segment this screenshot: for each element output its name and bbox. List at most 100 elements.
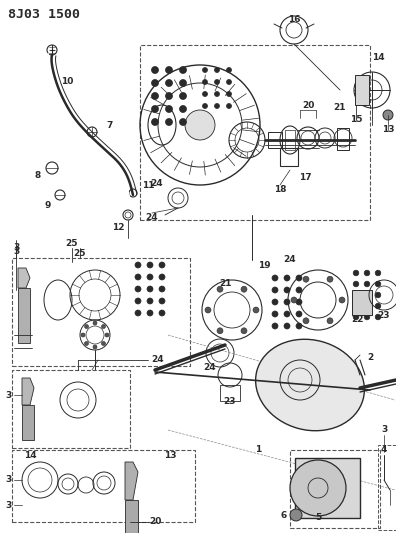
Text: 16: 16: [288, 15, 300, 25]
Circle shape: [217, 328, 223, 334]
Circle shape: [159, 298, 165, 304]
Circle shape: [179, 67, 187, 74]
Text: 8: 8: [35, 171, 41, 180]
Polygon shape: [18, 268, 30, 288]
Circle shape: [135, 286, 141, 292]
Circle shape: [290, 509, 302, 521]
Circle shape: [166, 79, 173, 86]
Circle shape: [272, 275, 278, 281]
Circle shape: [375, 281, 381, 287]
Circle shape: [152, 67, 158, 74]
Text: 24: 24: [284, 255, 296, 264]
Circle shape: [202, 68, 208, 72]
Polygon shape: [125, 462, 138, 500]
Bar: [22, 405, 34, 440]
Circle shape: [179, 79, 187, 86]
Circle shape: [291, 297, 297, 303]
Circle shape: [179, 93, 187, 100]
Circle shape: [272, 311, 278, 317]
Circle shape: [227, 103, 232, 109]
Circle shape: [202, 92, 208, 96]
Circle shape: [152, 106, 158, 112]
Bar: [18, 288, 30, 343]
Circle shape: [364, 270, 370, 276]
Text: 20: 20: [149, 518, 161, 527]
Circle shape: [159, 286, 165, 292]
Circle shape: [339, 297, 345, 303]
Text: 17: 17: [299, 174, 311, 182]
Text: 24: 24: [204, 364, 216, 373]
Circle shape: [217, 286, 223, 292]
Bar: [280, 148, 298, 166]
Circle shape: [202, 103, 208, 109]
Text: 8J03 1500: 8J03 1500: [8, 8, 80, 21]
Circle shape: [166, 93, 173, 100]
Text: 3: 3: [13, 247, 19, 256]
Text: 6: 6: [281, 511, 287, 520]
Text: 12: 12: [112, 223, 124, 232]
Circle shape: [147, 286, 153, 292]
Bar: [125, 500, 138, 533]
Circle shape: [303, 318, 309, 324]
Text: 18: 18: [274, 185, 286, 195]
Text: 24: 24: [151, 179, 163, 188]
Circle shape: [296, 275, 302, 281]
Bar: [337, 128, 349, 150]
Circle shape: [135, 298, 141, 304]
Text: 7: 7: [107, 120, 113, 130]
Text: 11: 11: [142, 181, 154, 190]
Text: 1: 1: [255, 446, 261, 455]
Bar: [285, 130, 295, 150]
Circle shape: [227, 92, 232, 96]
Bar: [12, 450, 195, 522]
Text: 21: 21: [219, 279, 231, 287]
Circle shape: [375, 314, 381, 320]
Text: 14: 14: [24, 450, 36, 459]
Bar: [378, 445, 396, 530]
Circle shape: [185, 110, 215, 140]
Circle shape: [353, 303, 359, 309]
Circle shape: [353, 270, 359, 276]
Circle shape: [383, 110, 393, 120]
Circle shape: [159, 310, 165, 316]
Circle shape: [81, 333, 85, 337]
Circle shape: [135, 262, 141, 268]
Text: 14: 14: [372, 53, 384, 62]
Circle shape: [253, 307, 259, 313]
Circle shape: [215, 68, 219, 72]
Text: 4: 4: [381, 446, 387, 455]
Circle shape: [375, 270, 381, 276]
Text: 3: 3: [13, 244, 19, 253]
Text: 3: 3: [5, 500, 11, 510]
Circle shape: [296, 323, 302, 329]
Bar: [220, 385, 240, 401]
Circle shape: [296, 311, 302, 317]
Text: 13: 13: [382, 125, 394, 134]
Text: 19: 19: [258, 261, 270, 270]
Text: 23: 23: [378, 311, 390, 319]
Circle shape: [364, 303, 370, 309]
Bar: [12, 370, 130, 448]
Circle shape: [84, 325, 89, 328]
Circle shape: [147, 298, 153, 304]
Circle shape: [166, 67, 173, 74]
Circle shape: [327, 276, 333, 282]
Text: 15: 15: [350, 116, 362, 125]
Circle shape: [375, 303, 381, 309]
Circle shape: [147, 274, 153, 280]
Bar: [295, 458, 360, 518]
Circle shape: [147, 310, 153, 316]
Circle shape: [101, 325, 105, 328]
Text: 13: 13: [164, 450, 176, 459]
Circle shape: [215, 92, 219, 96]
Circle shape: [205, 307, 211, 313]
Circle shape: [179, 118, 187, 125]
Text: 20: 20: [302, 101, 314, 109]
Circle shape: [375, 292, 381, 298]
Circle shape: [152, 93, 158, 100]
Text: 24: 24: [146, 214, 158, 222]
Text: 21: 21: [334, 103, 346, 112]
Circle shape: [327, 318, 333, 324]
Circle shape: [135, 274, 141, 280]
Circle shape: [284, 323, 290, 329]
